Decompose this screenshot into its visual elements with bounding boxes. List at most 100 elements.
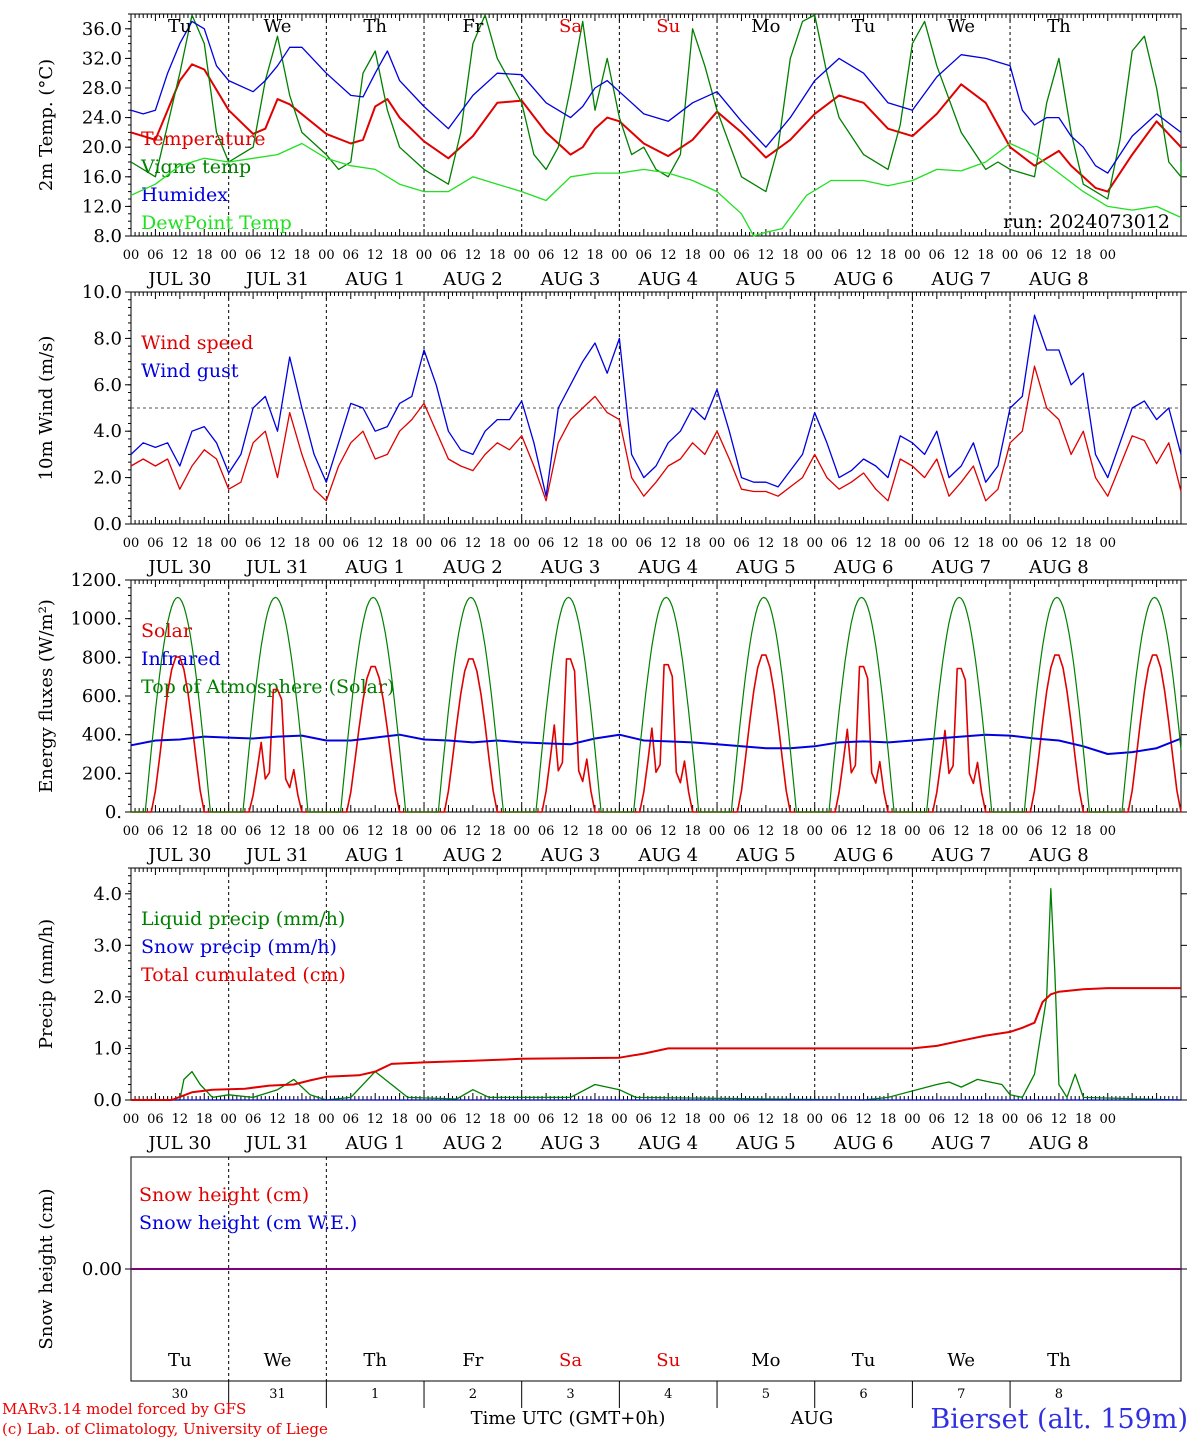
wind-y-tick-label: 2.0 bbox=[93, 468, 122, 489]
wind-hour-label: 00 bbox=[611, 536, 628, 551]
precip-hour-label: 06 bbox=[147, 1112, 164, 1127]
temperature-y-tick-label: 24.0 bbox=[82, 108, 122, 129]
precip-series-liquid-precip-mm-h bbox=[131, 887, 1182, 1101]
precip-date-label: AUG 5 bbox=[735, 1133, 796, 1154]
temperature-hour-label: 00 bbox=[220, 248, 237, 263]
temperature-legend-entry: DewPoint Temp bbox=[141, 212, 292, 234]
temperature-hour-label: 18 bbox=[880, 248, 897, 263]
energy-date-label: JUL 31 bbox=[244, 845, 309, 866]
weekday-label: Fr bbox=[462, 1350, 483, 1371]
wind-hour-label: 06 bbox=[342, 536, 359, 551]
wind-hour-label: 18 bbox=[782, 536, 799, 551]
temperature-hour-label: 00 bbox=[904, 248, 921, 263]
wind-hour-label: 06 bbox=[636, 536, 653, 551]
wind-hour-label: 18 bbox=[1075, 536, 1092, 551]
precip-hour-label: 12 bbox=[367, 1112, 384, 1127]
wind-hour-label: 12 bbox=[758, 536, 775, 551]
precip-hour-label: 12 bbox=[660, 1112, 677, 1127]
energy-series-infrared bbox=[130, 733, 1182, 755]
temperature-hour-label: 00 bbox=[123, 248, 140, 263]
energy-y-tick-label: 0. bbox=[105, 802, 122, 823]
wind-series-wind-gust bbox=[130, 314, 1182, 497]
wind-hour-label: 00 bbox=[318, 536, 335, 551]
wind-hour-label: 06 bbox=[440, 536, 457, 551]
temperature-hour-label: 00 bbox=[1099, 248, 1116, 263]
wind-date-label: AUG 3 bbox=[540, 557, 601, 578]
precip-hour-label: 18 bbox=[684, 1112, 701, 1127]
temperature-hour-label: 12 bbox=[465, 248, 482, 263]
precip-hour-label: 18 bbox=[1075, 1112, 1092, 1127]
panel-snow: 0.00 Snow height (cm) Snow height (cm) Snow… bbox=[36, 1156, 1187, 1382]
temperature-hour-label: 06 bbox=[929, 248, 946, 263]
energy-date-label: AUG 2 bbox=[442, 845, 503, 866]
wind-y-axis-label: 10m Wind (m/s) bbox=[36, 336, 57, 481]
wind-hour-label: 12 bbox=[269, 536, 286, 551]
temperature-frame bbox=[130, 13, 1182, 237]
precip-date-label: AUG 2 bbox=[442, 1133, 503, 1154]
credit-line-2: (c) Lab. of Climatology, University of L… bbox=[2, 1420, 328, 1438]
temperature-hour-label: 12 bbox=[660, 248, 677, 263]
bottom-day-number: 6 bbox=[859, 1387, 867, 1402]
temperature-y-tick-label: 32.0 bbox=[82, 48, 122, 69]
energy-hour-label: 00 bbox=[709, 824, 726, 839]
weekday-label: Fr bbox=[462, 16, 483, 37]
energy-date-label: AUG 1 bbox=[344, 845, 405, 866]
precip-date-label: JUL 31 bbox=[244, 1133, 309, 1154]
precip-date-label: AUG 3 bbox=[540, 1133, 601, 1154]
energy-hour-label: 00 bbox=[904, 824, 921, 839]
weekday-row-bottom: Tu 30 We 31 Th 1 Fr 2 Sa 3 Su 4 Mo 5 Tu 6 We 7 Th 8 bbox=[168, 1350, 1071, 1408]
precip-hour-label: 06 bbox=[831, 1112, 848, 1127]
wind-hour-label: 18 bbox=[294, 536, 311, 551]
energy-hour-label: 12 bbox=[1051, 824, 1068, 839]
temperature-y-tick-label: 20.0 bbox=[82, 137, 122, 158]
temperature-hour-label: 12 bbox=[758, 248, 775, 263]
temperature-hour-label: 12 bbox=[562, 248, 579, 263]
wind-hour-label: 18 bbox=[684, 536, 701, 551]
wind-hour-label: 00 bbox=[904, 536, 921, 551]
wind-hour-label: 18 bbox=[880, 536, 897, 551]
energy-hour-label: 06 bbox=[147, 824, 164, 839]
temperature-series-temperature bbox=[130, 63, 1182, 193]
bottom-day-number: 1 bbox=[371, 1387, 379, 1402]
bottom-day-number: 3 bbox=[566, 1387, 574, 1402]
energy-hour-label: 12 bbox=[855, 824, 872, 839]
wind-hour-label: 18 bbox=[196, 536, 213, 551]
temperature-hour-label: 06 bbox=[733, 248, 750, 263]
energy-hour-label: 00 bbox=[513, 824, 530, 839]
weekday-label: Su bbox=[656, 16, 680, 37]
precip-hour-label: 00 bbox=[318, 1112, 335, 1127]
precip-hour-label: 18 bbox=[782, 1112, 799, 1127]
wind-hour-label: 18 bbox=[587, 536, 604, 551]
precip-hour-label: 00 bbox=[904, 1112, 921, 1127]
wind-hour-label: 06 bbox=[733, 536, 750, 551]
precip-series-total-cumulated-cm bbox=[131, 987, 1181, 1101]
energy-date-label: AUG 3 bbox=[540, 845, 601, 866]
energy-date-label: AUG 7 bbox=[930, 845, 991, 866]
precip-date-label: JUL 30 bbox=[146, 1133, 211, 1154]
precip-hour-label: 12 bbox=[1051, 1112, 1068, 1127]
energy-y-tick-label: 400. bbox=[82, 725, 122, 746]
temperature-hour-label: 18 bbox=[587, 248, 604, 263]
wind-hour-label: 12 bbox=[562, 536, 579, 551]
weekday-label: Tu bbox=[168, 16, 192, 37]
temperature-hour-label: 06 bbox=[636, 248, 653, 263]
temperature-hour-label: 18 bbox=[391, 248, 408, 263]
wind-hour-label: 18 bbox=[489, 536, 506, 551]
precip-hour-label: 00 bbox=[220, 1112, 237, 1127]
precip-hour-label: 00 bbox=[1002, 1112, 1019, 1127]
wind-y-tick-label: 4.0 bbox=[93, 421, 122, 442]
temperature-hour-label: 00 bbox=[416, 248, 433, 263]
precip-hour-label: 00 bbox=[513, 1112, 530, 1127]
temperature-hour-label: 18 bbox=[977, 248, 994, 263]
precip-hour-label: 18 bbox=[587, 1112, 604, 1127]
precip-hour-label: 18 bbox=[196, 1112, 213, 1127]
bottom-day-number: 5 bbox=[762, 1387, 770, 1402]
precip-hour-label: 00 bbox=[123, 1112, 140, 1127]
energy-hour-label: 06 bbox=[342, 824, 359, 839]
wind-hour-label: 00 bbox=[709, 536, 726, 551]
temperature-date-label: JUL 30 bbox=[146, 269, 211, 290]
temperature-hour-label: 18 bbox=[782, 248, 799, 263]
precip-hour-label: 06 bbox=[929, 1112, 946, 1127]
temperature-date-label: AUG 6 bbox=[833, 269, 894, 290]
weekday-row-top: Tu We Th Fr Sa Su Mo Tu We Th bbox=[168, 16, 1071, 37]
